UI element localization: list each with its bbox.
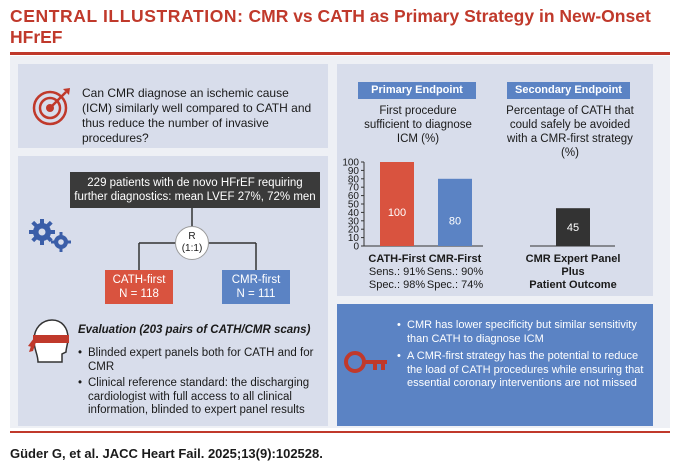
y-tick-label: 0 [353, 242, 359, 253]
patients-box: 229 patients with de novo HFrEF requirin… [70, 172, 320, 208]
secondary-endpoint-tag: Secondary Endpoint [507, 82, 630, 99]
evaluation-item: Blinded expert panels both for CATH and … [78, 347, 326, 374]
blindfold-icon [28, 319, 69, 363]
y-tick-label: 10 [348, 233, 360, 244]
y-tick-label: 60 [348, 191, 360, 202]
arm-cath-first: CATH-first N = 118 [105, 270, 173, 304]
key-finding: A CMR-first strategy has the potential t… [397, 350, 647, 391]
arm-cmr-name: CMR-first [231, 274, 281, 286]
key-findings-list: CMR has lower specificity but similar se… [397, 319, 647, 395]
bar-secondary-value-label: 45 [567, 222, 579, 234]
arm-cath-name: CATH-first [112, 274, 166, 286]
header-title: CENTRAL ILLUSTRATION: CMR vs CATH as Pri… [10, 6, 670, 48]
y-tick-label: 30 [348, 216, 360, 227]
evaluation-item: Clinical reference standard: the dischar… [78, 377, 326, 418]
y-tick-label: 80 [348, 174, 360, 185]
category-label-secondary: Patient Outcome [529, 279, 616, 291]
secondary-endpoint-description: Percentage of CATH that could safely be … [506, 105, 634, 159]
y-tick-label: 40 [348, 208, 360, 219]
endpoint-charts: 0102030405060708090100100CATH-FirstSens.… [342, 158, 621, 292]
y-tick-label: 20 [348, 225, 360, 236]
randomization-ratio: (1:1) [181, 243, 203, 254]
citation: Güder G, et al. JACC Heart Fail. 2025;13… [10, 446, 323, 461]
header-title-text: CMR vs CATH as Primary Strategy in New-O… [10, 6, 651, 47]
y-tick-label: 50 [348, 200, 360, 211]
target-icon [32, 88, 70, 126]
category-label-secondary: Plus [561, 266, 584, 278]
category-sublabel: Sens.: 91% [369, 266, 425, 278]
bar-secondary [556, 208, 590, 246]
bar [438, 178, 472, 246]
primary-endpoint-tag: Primary Endpoint [358, 82, 476, 99]
category-label: CMR-First [429, 253, 482, 265]
key-icon [344, 351, 387, 373]
randomization-node: R (1:1) [175, 226, 209, 260]
category-sublabel: Spec.: 98% [369, 279, 425, 291]
category-label: CATH-First [368, 253, 426, 265]
arm-cmr-first: CMR-first N = 111 [222, 270, 290, 304]
bar [380, 162, 414, 246]
gears-icon [29, 219, 71, 252]
question-panel [18, 64, 328, 148]
category-sublabel: Sens.: 90% [427, 266, 483, 278]
category-label-secondary: CMR Expert Panel [526, 253, 621, 265]
randomization-label: R [188, 231, 196, 242]
category-sublabel: Spec.: 74% [427, 279, 483, 291]
primary-endpoint-description: First procedure sufficient to diagnose I… [364, 105, 472, 145]
footer-divider [10, 431, 670, 433]
evaluation-list: Blinded expert panels both for CATH and … [78, 347, 326, 421]
y-tick-label: 90 [348, 166, 360, 177]
header-label: CENTRAL ILLUSTRATION: [10, 6, 244, 26]
y-tick-label: 100 [342, 158, 359, 169]
bar-value-label: 80 [449, 215, 461, 227]
key-finding: CMR has lower specificity but similar se… [397, 319, 647, 346]
evaluation-title: Evaluation (203 pairs of CATH/CMR scans) [78, 324, 311, 336]
question-text: Can CMR diagnose an ischemic cause (ICM)… [82, 86, 312, 145]
arm-cath-n: N = 118 [119, 288, 159, 300]
y-tick-label: 70 [348, 183, 360, 194]
bar-value-label: 100 [388, 207, 406, 219]
header-divider [10, 52, 670, 55]
arm-cmr-n: N = 111 [236, 288, 276, 300]
